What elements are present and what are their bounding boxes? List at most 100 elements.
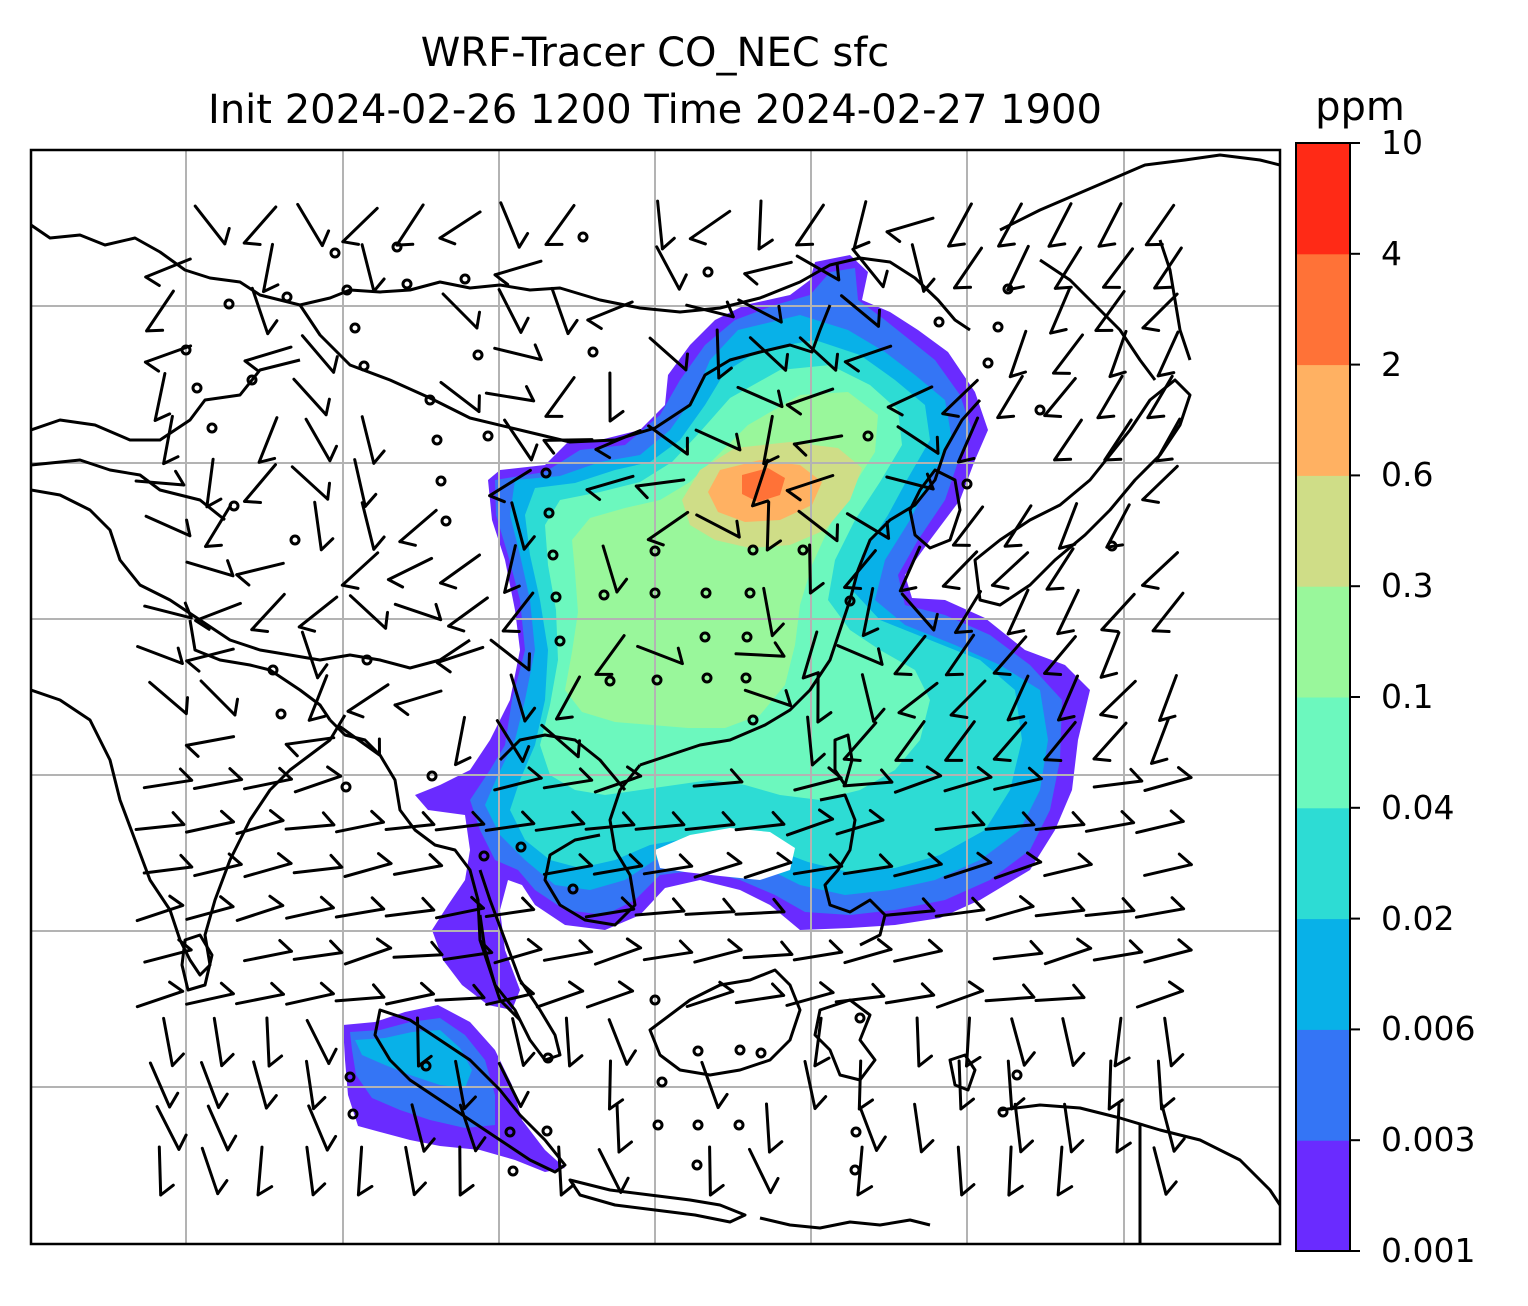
wind-barb [157, 1145, 175, 1197]
colorbar-tick-label: 0.003 [1381, 1120, 1476, 1160]
wind-barb [840, 294, 881, 328]
wind-barb [242, 205, 278, 246]
calm-wind-marker [747, 544, 759, 556]
wind-barb [296, 202, 331, 248]
wind-barb [148, 680, 189, 716]
wind-barb [162, 1016, 185, 1068]
wind-barb [956, 416, 980, 464]
calm-wind-marker [550, 591, 562, 603]
wind-barb [148, 1061, 180, 1109]
wind-barb [206, 1104, 238, 1152]
wind-barb [535, 980, 585, 1009]
wind-barb [734, 982, 786, 1005]
wind-barb [300, 630, 329, 680]
wind-barb [984, 811, 1036, 831]
wind-barb [343, 937, 393, 966]
wind-barb [489, 638, 531, 672]
wind-barb [943, 766, 993, 793]
wind-barb [1057, 502, 1079, 550]
calm-wind-marker [982, 357, 994, 369]
map-title-line-2: Init 2024-02-26 1200 Time 2024-02-27 190… [208, 87, 1102, 133]
wind-barb [142, 767, 194, 790]
wind-barb [416, 1016, 433, 1068]
wind-barb [243, 852, 293, 879]
calm-wind-marker [507, 1165, 519, 1177]
wind-barb [734, 641, 786, 658]
calm-wind-marker [649, 994, 661, 1006]
wind-barb [1053, 418, 1083, 462]
wind-barb [884, 897, 936, 917]
wind-barb [185, 647, 235, 673]
wind-barb [993, 766, 1043, 791]
calm-wind-marker [649, 587, 661, 599]
wind-barb [153, 372, 172, 422]
calm-wind-marker [702, 266, 714, 278]
wind-barb [1092, 939, 1144, 962]
calm-wind-marker [515, 841, 527, 853]
wind-barb [836, 644, 884, 666]
wind-barb [1160, 1103, 1186, 1153]
wind-barb [700, 1060, 729, 1110]
wind-barb [503, 418, 539, 462]
wind-barb [534, 810, 586, 832]
wind-barb [1141, 292, 1179, 332]
calm-wind-marker [191, 382, 203, 394]
colorbar-tick-label: 0.04 [1381, 787, 1455, 827]
wind-barb [798, 336, 839, 372]
wind-barb [842, 853, 894, 876]
wind-barb [284, 736, 336, 758]
wind-barb [947, 202, 973, 248]
wind-barb [335, 809, 385, 834]
calm-wind-marker [933, 316, 945, 328]
wind-barb [360, 243, 386, 293]
wind-barb [915, 1016, 933, 1068]
wind-barb [608, 371, 625, 423]
wind-barb [793, 766, 843, 792]
wind-barb [510, 501, 536, 551]
wind-barb [688, 209, 732, 246]
wind-barb [212, 1016, 235, 1068]
wind-barb [708, 1145, 725, 1197]
wind-barb [843, 549, 877, 590]
wind-barb [792, 434, 844, 457]
calm-wind-marker [543, 507, 555, 519]
calm-wind-marker [649, 545, 661, 557]
wind-barb [1053, 246, 1083, 290]
wind-barb [636, 644, 684, 666]
wind-barb [1057, 674, 1079, 722]
wind-barb [1043, 377, 1077, 418]
wind-barb [1043, 635, 1077, 676]
wind-barb [435, 645, 485, 674]
calm-wind-marker [577, 231, 589, 243]
wind-barb [442, 939, 494, 961]
wind-barb [458, 1145, 475, 1197]
wind-barb [307, 674, 329, 722]
wind-barb [438, 210, 482, 246]
wind-barb [395, 203, 425, 247]
wind-barb [843, 344, 893, 373]
wind-barb [601, 544, 629, 594]
calm-wind-marker [567, 883, 579, 895]
wind-barb [447, 596, 489, 633]
wind-barb [243, 939, 293, 963]
wind-barb [843, 938, 893, 965]
wind-barb [956, 1145, 976, 1197]
colorbar-band [1296, 586, 1350, 698]
wind-barb [434, 983, 486, 1002]
wind-barb [1084, 897, 1136, 917]
wind-barb [243, 766, 293, 791]
wind-barb [235, 561, 285, 587]
wind-barb [235, 809, 285, 835]
gridlines [31, 150, 1280, 1244]
wind-barb [834, 982, 886, 1004]
wind-barb [953, 246, 983, 290]
wind-barb [1013, 1102, 1034, 1154]
wind-barb [584, 811, 636, 831]
wind-barb [1141, 464, 1179, 504]
wind-barb [608, 1059, 625, 1111]
wind-barb [385, 981, 435, 1006]
wind-barb [1135, 809, 1185, 835]
wind-barb [642, 939, 694, 962]
wind-barbs [134, 199, 1193, 1197]
wind-barb [597, 1148, 630, 1194]
